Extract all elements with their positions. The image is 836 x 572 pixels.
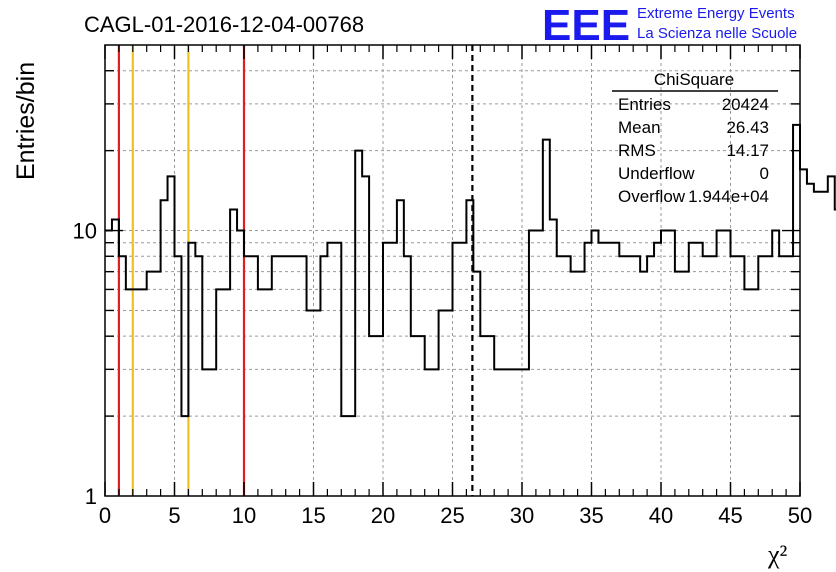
x-tick-label: 45 — [718, 503, 742, 528]
stats-label: Entries — [618, 95, 671, 114]
y-axis-label: Entries/bin — [12, 62, 40, 180]
y-tick-label: 10 — [73, 219, 97, 244]
stats-value: 14.17 — [726, 141, 769, 160]
stats-label: RMS — [618, 141, 656, 160]
grid — [105, 45, 800, 496]
reference-lines — [117, 45, 474, 496]
stats-box: ChiSquare Entries 20424 Mean 26.43 RMS 14.17 U… — [612, 70, 778, 206]
x-tick-label: 10 — [232, 503, 256, 528]
x-tick-label: 0 — [99, 503, 111, 528]
stats-value: 20424 — [722, 95, 769, 114]
x-tick-label: 25 — [440, 503, 464, 528]
stats-value: 1.944e+04 — [688, 187, 769, 206]
x-tick-label: 20 — [371, 503, 395, 528]
x-tick-label: 35 — [579, 503, 603, 528]
x-axis-label: χ² — [767, 540, 788, 569]
tick-labels: 0 5 10 15 20 25 30 35 40 45 50 1 10 — [73, 219, 813, 528]
stats-label: Mean — [618, 118, 661, 137]
x-tick-label: 40 — [649, 503, 673, 528]
x-tick-label: 15 — [301, 503, 325, 528]
stats-value: 26.43 — [726, 118, 769, 137]
axis-ticks — [104, 45, 801, 496]
stats-label: Overflow — [618, 187, 686, 206]
x-tick-label: 5 — [168, 503, 180, 528]
stats-value: 0 — [760, 164, 769, 183]
y-tick-label: 1 — [85, 484, 97, 509]
eee-logo: EEE Extreme Energy Events La Scienza nel… — [542, 1, 797, 50]
x-tick-label: 50 — [788, 503, 812, 528]
histogram-line — [105, 123, 836, 418]
stats-label: Underflow — [618, 164, 695, 183]
chart-title: CAGL-01-2016-12-04-00768 — [84, 12, 364, 37]
eee-logo-line1: Extreme Energy Events — [637, 5, 795, 22]
eee-logo-mark: EEE — [542, 1, 630, 50]
stats-box-rows: Entries 20424 Mean 26.43 RMS 14.17 Underflow 0 O… — [618, 95, 769, 206]
x-tick-label: 30 — [510, 503, 534, 528]
stats-box-title: ChiSquare — [654, 70, 734, 89]
eee-logo-line2: La Scienza nelle Scuole — [637, 25, 797, 42]
